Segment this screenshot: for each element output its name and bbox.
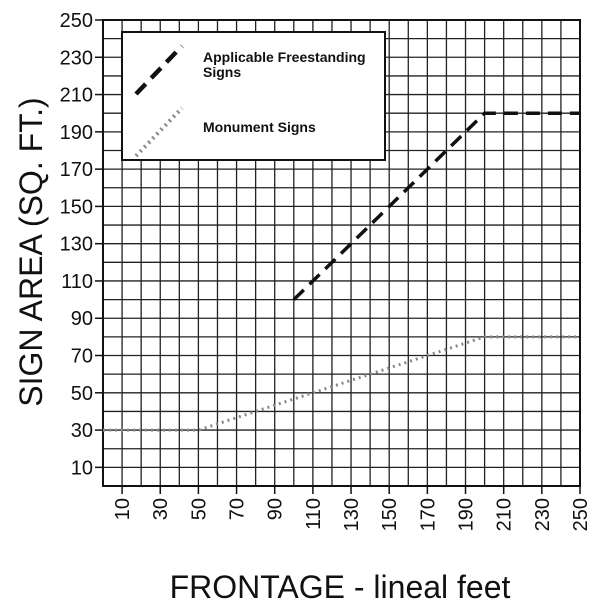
plot-frame xyxy=(102,19,581,487)
y-tick-label: 110 xyxy=(61,271,93,293)
legend-label: Monument Signs xyxy=(203,119,316,135)
y-tick-label: 150 xyxy=(60,196,93,218)
x-tick-label: 230 xyxy=(532,498,554,531)
y-tick-label: 170 xyxy=(60,159,93,181)
x-tick-label: 250 xyxy=(570,498,592,531)
x-axis-label: FRONTAGE - lineal feet xyxy=(170,569,511,605)
y-tick-label: 50 xyxy=(71,383,93,405)
legend-label: Applicable Freestanding Signs xyxy=(203,49,366,80)
y-tick-label: 190 xyxy=(60,122,93,144)
x-tick-label: 190 xyxy=(456,498,478,531)
x-tick-label: 70 xyxy=(227,498,249,520)
x-tick-label: 90 xyxy=(265,498,287,520)
x-tick-label: 30 xyxy=(150,498,172,520)
series-line xyxy=(292,111,580,301)
y-tick-label: 250 xyxy=(60,10,93,32)
y-tick-label: 10 xyxy=(71,457,93,479)
y-tick-label: 130 xyxy=(60,234,93,256)
series-line xyxy=(103,335,580,432)
y-tick-label: 90 xyxy=(71,308,93,330)
y-tick-label: 210 xyxy=(60,85,93,107)
y-tick-label: 230 xyxy=(60,47,93,69)
y-tick-label: 30 xyxy=(71,420,93,442)
y-axis-label: SIGN AREA (SQ. FT.) xyxy=(13,97,49,406)
x-tick-label: 110 xyxy=(303,498,325,530)
x-tick-label: 150 xyxy=(379,498,401,531)
legend-swatch xyxy=(134,44,184,96)
x-tick-label: 170 xyxy=(417,498,439,531)
x-tick-label: 50 xyxy=(188,498,210,520)
legend-box xyxy=(121,31,386,161)
x-tick-label: 130 xyxy=(341,498,363,531)
y-tick-label: 70 xyxy=(71,346,93,368)
x-tick-label: 210 xyxy=(494,498,516,531)
x-tick-label: 10 xyxy=(112,498,134,520)
legend-swatch xyxy=(134,106,184,158)
